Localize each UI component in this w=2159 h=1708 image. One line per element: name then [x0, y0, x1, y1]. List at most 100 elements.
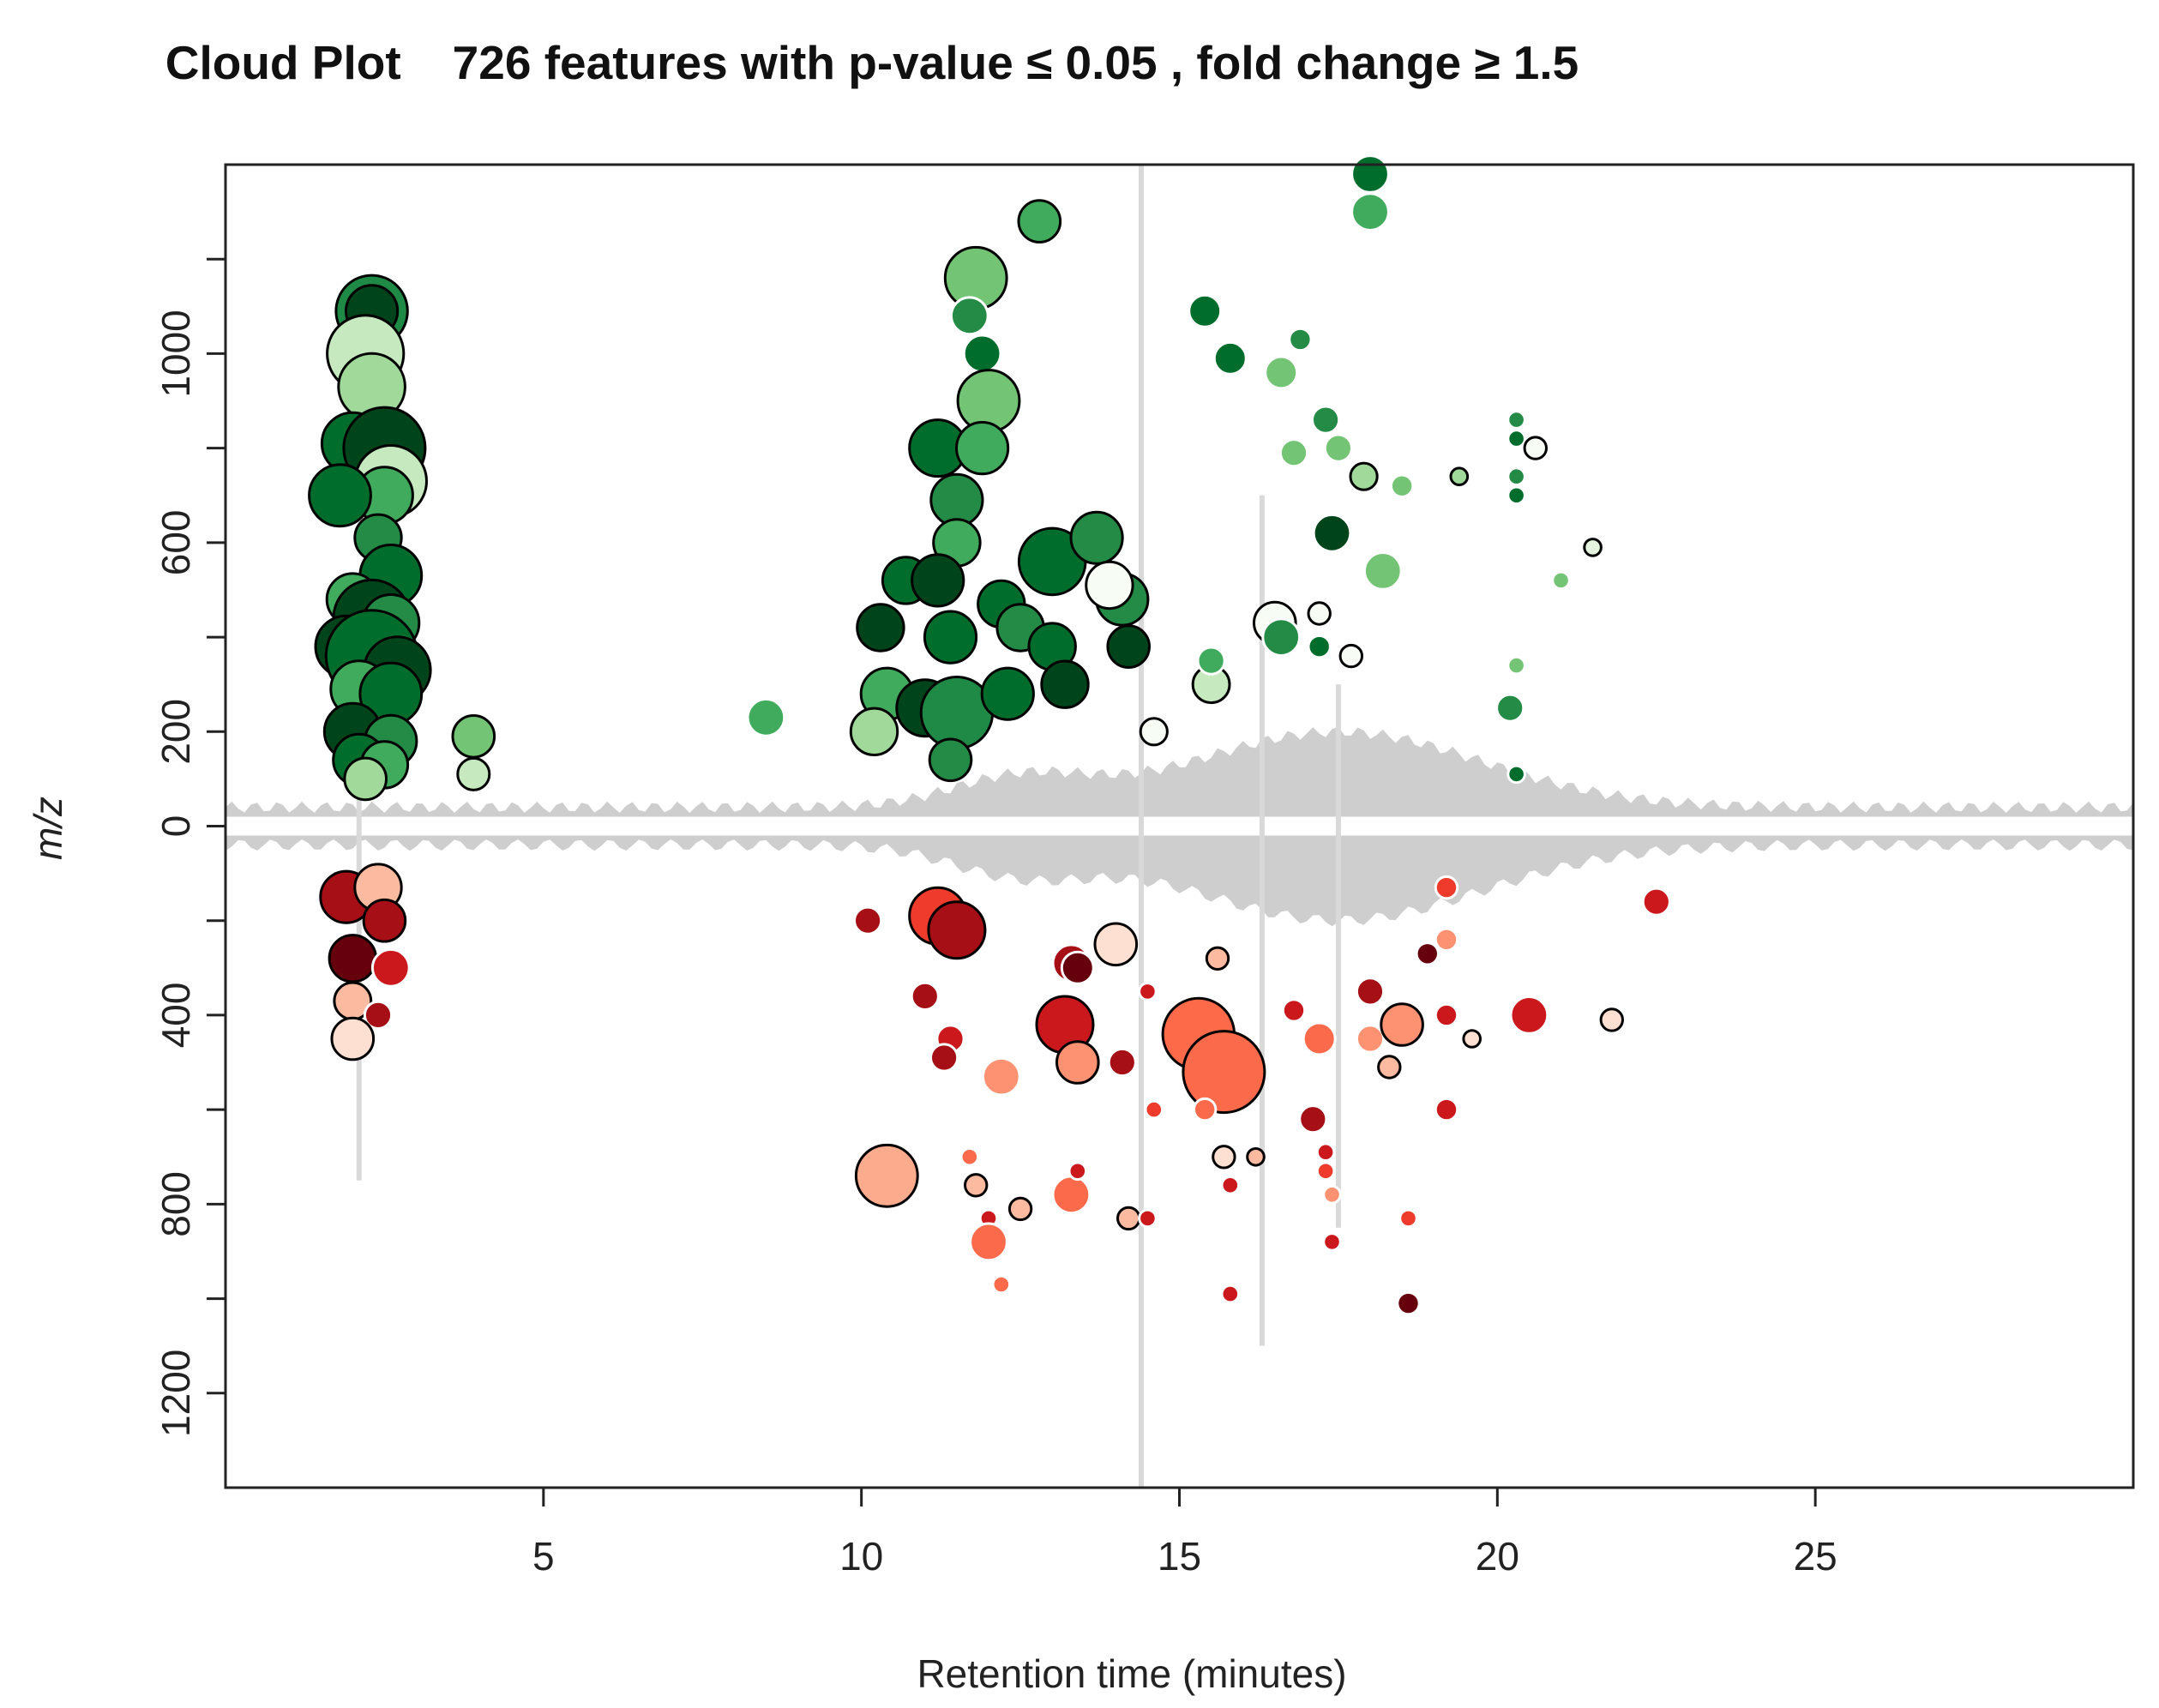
feature-point-increased [1506, 485, 1526, 506]
y-tick-label: 1000 [153, 310, 198, 397]
feature-point-decreased [959, 1147, 980, 1167]
feature-point-increased [911, 553, 965, 608]
feature-point-decreased [1434, 1002, 1459, 1028]
feature-point-decreased [1060, 950, 1095, 985]
feature-point-decreased [1599, 1007, 1625, 1032]
feature-point-decreased [1220, 1284, 1241, 1304]
feature-point-increased [1311, 405, 1341, 435]
feature-point-increased [1188, 293, 1223, 328]
feature-point-decreased [1396, 1290, 1421, 1316]
feature-point-decreased [910, 981, 940, 1012]
feature-point-increased [456, 756, 491, 791]
feature-point-increased [1196, 646, 1226, 676]
feature-point-decreased [1302, 1021, 1337, 1056]
feature-point-decreased [1144, 1099, 1164, 1120]
feature-point-decreased [328, 934, 377, 983]
feature-point-increased [1040, 659, 1090, 709]
feature-point-increased [928, 737, 973, 783]
feature-point-decreased [853, 905, 883, 935]
feature-point-increased [1523, 436, 1549, 460]
feature-point-increased [746, 697, 786, 737]
feature-point-increased [1506, 764, 1526, 785]
feature-point-increased [1312, 513, 1352, 553]
chart-title-main: Cloud Plot [165, 36, 401, 89]
feature-point-increased [849, 707, 899, 756]
x-tick-label: 10 [839, 1534, 883, 1579]
feature-point-increased [1350, 192, 1390, 232]
feature-point-decreased [854, 1143, 919, 1208]
feature-point-decreased [363, 1000, 394, 1031]
feature-point-decreased [1355, 977, 1386, 1007]
feature-point-decreased [1380, 1002, 1424, 1047]
x-tick-label: 15 [1158, 1534, 1201, 1579]
feature-point-decreased [1281, 998, 1307, 1023]
feature-point-decreased [1055, 1040, 1100, 1085]
feature-point-increased [923, 610, 978, 665]
feature-point-increased [1085, 560, 1134, 610]
feature-point-decreased [1212, 1145, 1236, 1170]
feature-point-increased [949, 296, 989, 336]
feature-point-decreased [969, 1222, 1008, 1262]
feature-point-decreased [1205, 946, 1230, 971]
feature-point-decreased [1138, 982, 1158, 1001]
plot-background [226, 165, 2133, 1488]
feature-point-increased [1106, 624, 1151, 669]
y-tick-label: 200 [153, 699, 198, 765]
feature-point-decreased [1415, 941, 1440, 966]
y-tick-label: 400 [153, 983, 198, 1049]
feature-point-decreased [1007, 1196, 1033, 1222]
feature-point-decreased [1434, 875, 1459, 900]
feature-point-decreased [370, 947, 411, 988]
feature-point-increased [1261, 617, 1302, 657]
y-tick-label: 800 [153, 1171, 198, 1237]
feature-point-increased [962, 334, 1002, 374]
feature-point-increased [1495, 693, 1525, 723]
feature-point-increased [1583, 538, 1603, 557]
feature-point-decreased [1067, 1161, 1088, 1182]
feature-point-decreased [1377, 1055, 1402, 1080]
feature-point-decreased [964, 1173, 989, 1198]
x-tick-label: 25 [1794, 1534, 1837, 1579]
feature-point-increased [1506, 429, 1526, 448]
feature-point-decreased [1315, 1161, 1336, 1182]
x-tick-label: 20 [1476, 1534, 1519, 1579]
feature-point-decreased [1093, 922, 1139, 967]
feature-point-decreased [1355, 1024, 1386, 1054]
y-axis-label: m/z [26, 797, 70, 860]
feature-point-increased [1288, 327, 1313, 352]
feature-point-decreased [927, 900, 987, 960]
feature-point-decreased [1298, 1104, 1328, 1134]
feature-point-increased [343, 756, 388, 802]
feature-point-increased [1139, 717, 1169, 747]
feature-point-decreased [1138, 1208, 1158, 1229]
tic-upper-trace [226, 726, 2133, 817]
feature-point-increased [1069, 510, 1124, 565]
y-tick-label: 600 [153, 509, 198, 575]
feature-point-increased [1389, 473, 1415, 498]
feature-point-decreased [1193, 1097, 1218, 1122]
feature-point-decreased [362, 898, 407, 943]
y-tick-label: 1200 [153, 1350, 198, 1437]
feature-point-decreased [1398, 1208, 1418, 1229]
feature-point-increased [1017, 199, 1062, 244]
feature-point-decreased [1220, 1176, 1241, 1195]
feature-point-decreased [929, 1043, 959, 1073]
feature-point-decreased [1315, 1142, 1336, 1162]
feature-point-decreased [1322, 1185, 1342, 1205]
feature-point-decreased [1434, 1097, 1459, 1122]
feature-point-decreased [1509, 995, 1549, 1035]
chart-title: Cloud Plot 726 features with p-value ≤ 0.… [165, 36, 1579, 89]
feature-points [308, 154, 1671, 1316]
feature-point-increased [1350, 154, 1390, 194]
feature-point-increased [955, 420, 1010, 476]
y-tick-label: 0 [153, 815, 198, 838]
feature-point-decreased [1182, 1030, 1266, 1115]
feature-point-increased [856, 603, 905, 653]
feature-point-decreased [1434, 927, 1459, 953]
feature-point-increased [1307, 601, 1332, 626]
feature-point-decreased [1641, 887, 1671, 917]
feature-point-increased [1264, 355, 1299, 390]
feature-point-increased [1323, 433, 1354, 463]
feature-point-increased [308, 463, 372, 528]
plot-area [224, 154, 2135, 1489]
